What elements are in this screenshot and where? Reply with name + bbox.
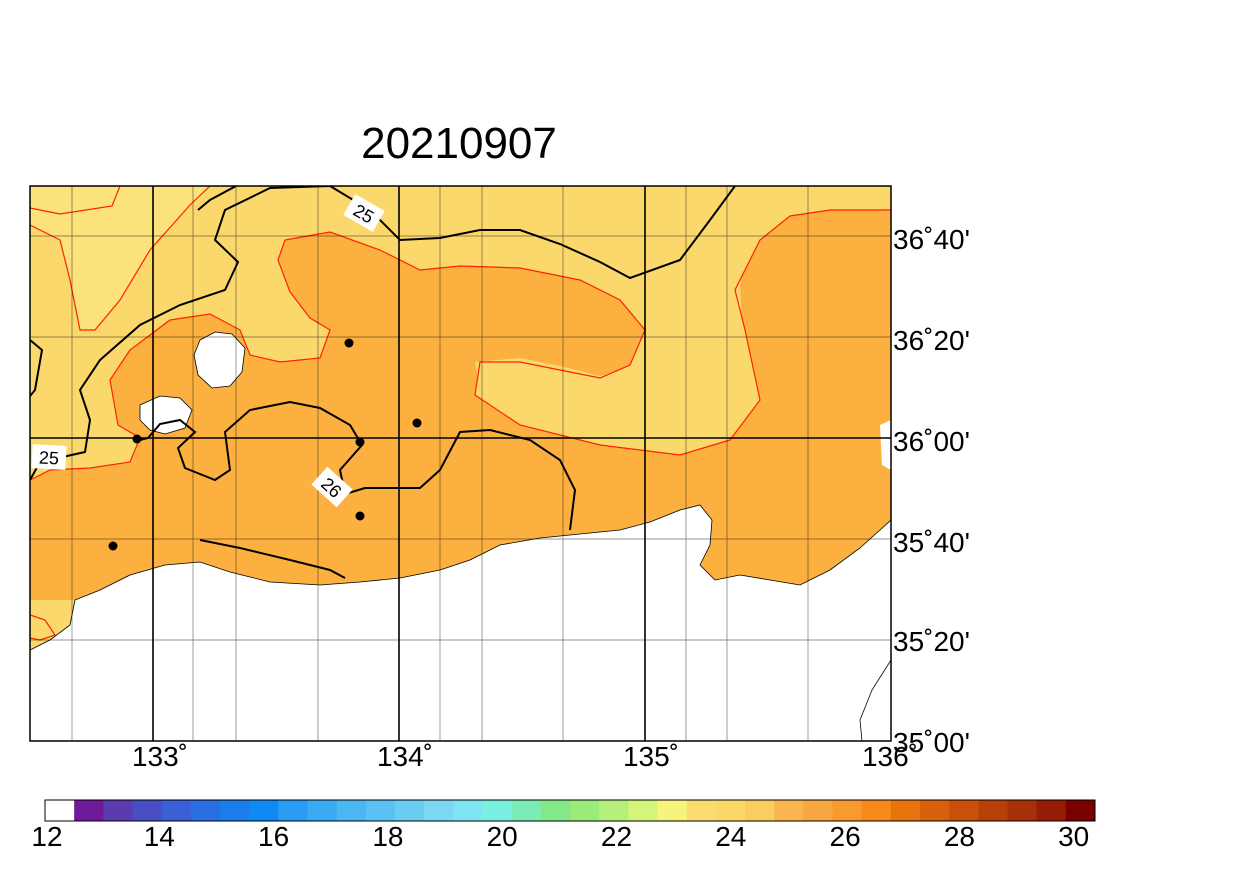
svg-text:35˚20': 35˚20' <box>893 626 970 657</box>
colorbar-swatch <box>715 800 746 821</box>
colorbar-swatch <box>45 800 75 821</box>
colorbar-swatch <box>1065 800 1096 821</box>
map-frame <box>29 185 892 742</box>
colorbar-swatch <box>1036 800 1067 821</box>
black-isotherms <box>30 186 736 579</box>
colorbar-swatch <box>278 800 308 821</box>
colorbar-swatch <box>307 800 338 821</box>
colorbar-swatch <box>890 800 921 821</box>
colorbar-swatch <box>190 800 221 821</box>
svg-text:133˚: 133˚ <box>132 741 188 772</box>
colorbar-frame <box>44 799 1096 822</box>
colorbar-tick-label: 12 <box>31 821 62 852</box>
station-dot <box>344 338 354 348</box>
colorbar-swatch <box>103 800 133 821</box>
svg-text:35˚40': 35˚40' <box>893 527 970 558</box>
colorbar-swatch <box>220 800 250 821</box>
colorbar-tick-label: 20 <box>487 821 518 852</box>
colorbar-swatch <box>249 800 279 821</box>
colorbar <box>45 800 1096 821</box>
colorbar-tick-label: 18 <box>372 821 403 852</box>
colorbar-swatch <box>599 800 629 821</box>
colorbar-tick-label: 24 <box>715 821 746 852</box>
land-honshu <box>30 504 891 741</box>
island-dozen <box>139 395 193 435</box>
colorbar-swatch <box>161 800 192 821</box>
latitude-labels: 36˚40' 36˚20' 36˚00' 35˚40' 35˚20' 35˚00… <box>893 224 970 758</box>
colorbar-swatch <box>686 800 717 821</box>
colorbar-swatch <box>774 800 804 821</box>
contour-label-2: 25 <box>31 444 67 470</box>
colorbar-swatch <box>745 800 775 821</box>
colorbar-swatch <box>74 800 104 821</box>
station-dot <box>108 541 118 551</box>
colorbar-tick-label: 22 <box>601 821 632 852</box>
colorbar-tick-label: 28 <box>944 821 975 852</box>
graticule-major <box>30 186 891 741</box>
colorbar-swatch <box>832 800 863 821</box>
red-isotherms <box>30 186 891 641</box>
colorbar-labels: 12 14 16 18 20 22 24 26 28 30 <box>31 821 1089 852</box>
colorbar-swatch <box>395 800 425 821</box>
station-dot <box>132 434 142 444</box>
sst-24-band-left <box>30 186 210 330</box>
colorbar-tick-label: 30 <box>1058 821 1089 852</box>
colorbar-tick-label: 14 <box>144 821 175 852</box>
colorbar-swatch <box>511 800 542 821</box>
svg-text:36˚00': 36˚00' <box>893 426 970 457</box>
colorbar-swatch <box>978 800 1008 821</box>
colorbar-swatch <box>861 800 892 821</box>
colorbar-swatch <box>453 800 483 821</box>
map-plot-area: 25 25 26 <box>30 186 891 741</box>
colorbar-swatch <box>920 800 950 821</box>
longitude-labels: 133˚ 134˚ 135˚ 136˚ <box>132 741 918 772</box>
svg-text:36˚20': 36˚20' <box>893 325 970 356</box>
colorbar-swatch <box>657 800 688 821</box>
station-dot <box>412 418 422 428</box>
sst-warm-region-north <box>30 210 891 600</box>
colorbar-swatch <box>949 800 979 821</box>
colorbar-swatch <box>336 800 367 821</box>
map-title: 20210907 <box>361 119 557 168</box>
colorbar-swatch <box>628 800 658 821</box>
svg-text:136˚: 136˚ <box>862 741 918 772</box>
svg-text:36˚40': 36˚40' <box>893 224 970 255</box>
colorbar-swatch <box>482 800 513 821</box>
colorbar-swatch <box>803 800 833 821</box>
colorbar-tick-label: 16 <box>258 821 289 852</box>
svg-text:134˚: 134˚ <box>377 741 433 772</box>
station-dot <box>355 511 365 521</box>
svg-text:35˚00': 35˚00' <box>893 727 970 758</box>
land-eastern-patch <box>880 420 891 470</box>
station-markers <box>108 338 422 551</box>
station-dot <box>355 437 365 447</box>
colorbar-swatch <box>365 800 396 821</box>
colorbar-swatch <box>424 800 454 821</box>
colorbar-swatch <box>1007 800 1038 821</box>
svg-text:25: 25 <box>38 447 59 468</box>
svg-text:135˚: 135˚ <box>623 741 679 772</box>
colorbar-swatch <box>570 800 600 821</box>
colorbar-swatch <box>132 800 163 821</box>
colorbar-swatch <box>540 800 571 821</box>
land-southeast-corner <box>859 659 891 741</box>
colorbar-tick-label: 26 <box>830 821 861 852</box>
